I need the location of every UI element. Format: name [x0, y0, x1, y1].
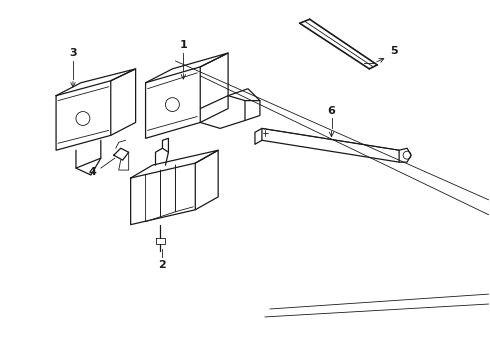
Text: 4: 4	[89, 167, 97, 177]
Text: 3: 3	[69, 48, 77, 58]
Text: 5: 5	[391, 46, 398, 56]
Text: 6: 6	[328, 105, 336, 116]
Text: 2: 2	[159, 260, 166, 270]
Text: 1: 1	[179, 40, 187, 50]
